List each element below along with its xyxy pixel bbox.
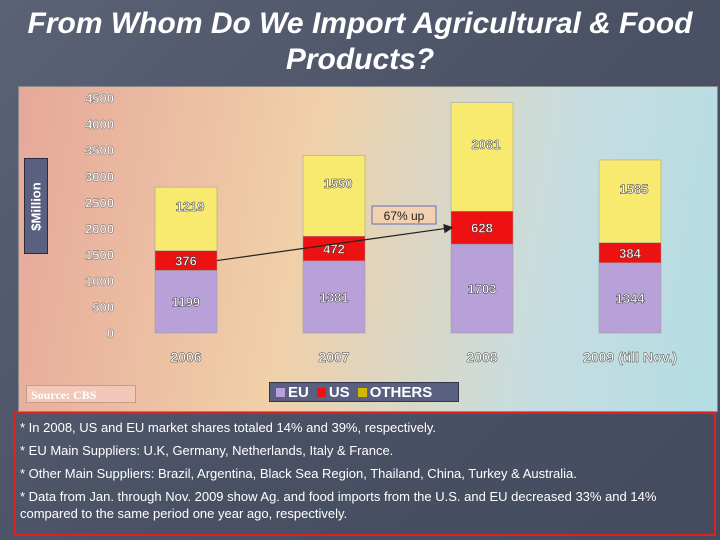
chart-legend: EU US OTHERS (269, 382, 459, 402)
source-label: Source: CBS (26, 385, 136, 403)
y-axis-label-box: $Million (24, 158, 48, 254)
legend-swatch-eu (276, 387, 285, 397)
y-tick-label: 4000 (85, 117, 114, 132)
y-tick-label: 3500 (85, 143, 114, 158)
notes-box: * In 2008, US and EU market shares total… (14, 412, 716, 536)
data-label: 628 (471, 221, 493, 236)
y-tick-label: 2000 (85, 222, 114, 237)
page-title: From Whom Do We Import Agricultural & Fo… (27, 7, 693, 76)
bar-eu-0 (154, 270, 218, 334)
bar-others-0 (154, 186, 218, 251)
annotation-label: 67% up (384, 209, 425, 223)
y-tick-label: 3000 (85, 169, 114, 184)
data-label: 1703 (468, 282, 497, 297)
data-label: 1219 (176, 199, 205, 214)
bar-eu-3 (598, 262, 662, 334)
data-label: 1550 (324, 176, 353, 191)
legend-label-others: OTHERS (369, 383, 433, 401)
legend-label-us: US (328, 383, 350, 401)
data-label: 1344 (616, 291, 646, 306)
legend-item-us: US (316, 383, 350, 401)
legend-swatch-us (316, 387, 326, 397)
x-tick-label: 2008 (466, 349, 497, 365)
data-label: 1585 (620, 181, 649, 196)
bar-eu-1 (302, 260, 366, 334)
legend-item-others: OTHERS (357, 383, 433, 401)
growth-arrow (216, 223, 454, 262)
bar-others-2 (450, 102, 514, 212)
y-tick-label: 1000 (85, 274, 114, 289)
y-tick-label: 1500 (85, 248, 114, 263)
data-label: 376 (175, 254, 197, 269)
y-tick-label: 0 (107, 326, 114, 341)
legend-label-eu: EU (288, 383, 309, 401)
note-1: * In 2008, US and EU market shares total… (20, 420, 436, 435)
y-tick-label: 500 (92, 300, 114, 315)
note-3: * Other Main Suppliers: Brazil, Argentin… (20, 466, 577, 481)
data-label: 384 (619, 246, 641, 261)
y-tick-label: 2500 (85, 195, 114, 210)
x-tick-label: 2006 (170, 349, 201, 365)
bar-others-3 (598, 159, 662, 244)
bar-us-2 (450, 211, 514, 245)
x-tick-label: 2007 (318, 349, 349, 365)
annotation-box (371, 205, 437, 225)
bar-eu-2 (450, 243, 514, 334)
legend-swatch-others (357, 387, 367, 397)
legend-item-eu: EU (276, 384, 309, 401)
note-4: * Data from Jan. through Nov. 2009 show … (20, 489, 657, 521)
data-label: 1381 (320, 290, 349, 305)
bar-us-1 (302, 235, 366, 262)
y-tick-label: 4500 (85, 91, 114, 106)
data-label: 1199 (172, 295, 200, 310)
x-tick-label: 2009 (till Nov.) (583, 349, 677, 365)
bar-others-1 (302, 155, 366, 237)
data-label: 2081 (472, 137, 501, 152)
note-2: * EU Main Suppliers: U.K, Germany, Nethe… (20, 443, 394, 458)
